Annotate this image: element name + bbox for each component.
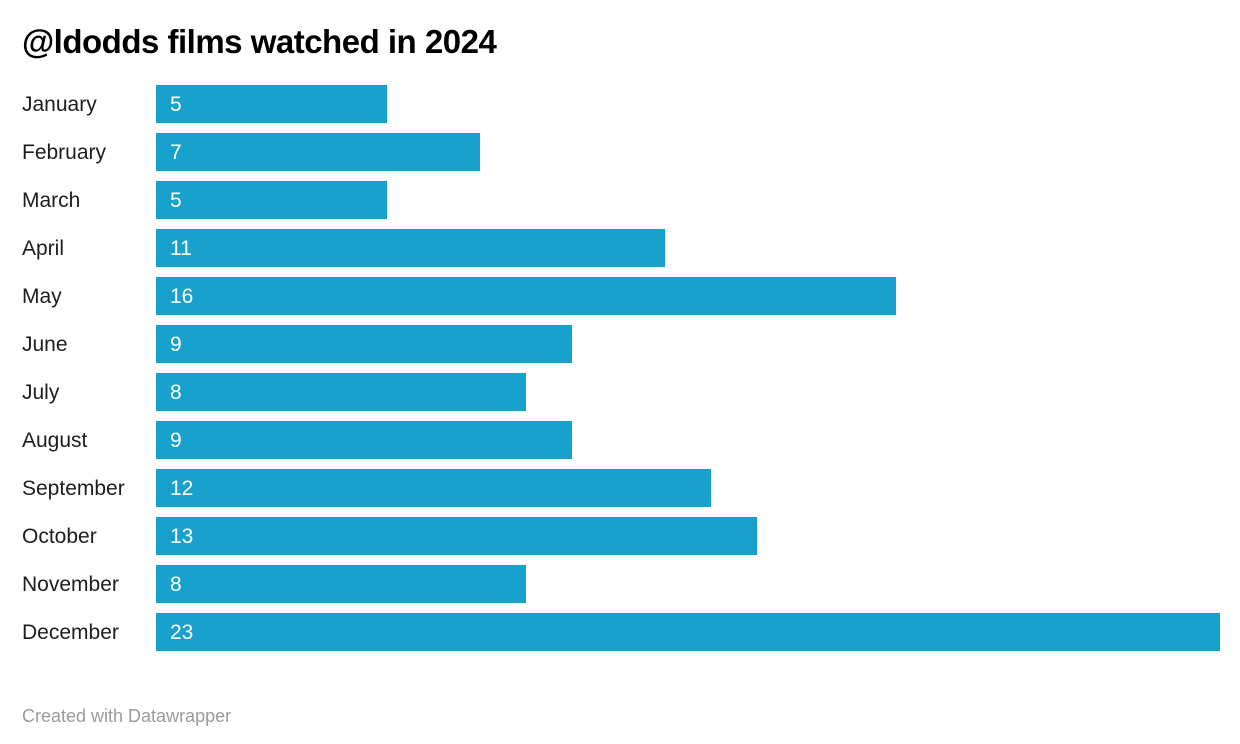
bar-row: September 12: [22, 469, 1220, 508]
category-label: April: [22, 236, 65, 260]
category-label: December: [22, 620, 119, 644]
value-label: 9: [170, 332, 182, 356]
bar: 8: [156, 373, 527, 412]
value-label: 9: [170, 428, 182, 452]
category-label: October: [22, 524, 97, 548]
bar-track: 7: [156, 133, 1220, 172]
bar: 8: [156, 565, 527, 604]
bar-row: October 13: [22, 517, 1220, 556]
bar-track: 5: [156, 181, 1220, 220]
value-label: 23: [170, 620, 194, 644]
bar-row: November 8: [22, 565, 1220, 604]
category-label: August: [22, 428, 88, 452]
value-label: 5: [170, 92, 182, 116]
bar-track: 23: [156, 613, 1220, 652]
bar-row: June 9: [22, 325, 1220, 364]
bar: 16: [156, 277, 897, 316]
bar-row: March 5: [22, 181, 1220, 220]
value-label: 8: [170, 572, 182, 596]
category-label: September: [22, 476, 125, 500]
bar: 5: [156, 85, 388, 124]
bar-track: 12: [156, 469, 1220, 508]
bar-row: December 23: [22, 613, 1220, 652]
bar-track: 8: [156, 373, 1220, 412]
bar-row: May 16: [22, 277, 1220, 316]
bar-row: April 11: [22, 229, 1220, 268]
category-label: March: [22, 188, 81, 212]
bar-track: 5: [156, 85, 1220, 124]
bar: 7: [156, 133, 480, 172]
bar-chart-area: January 5 February 7 March 5 April 11 May 16 June 9…: [22, 85, 1220, 661]
value-label: 7: [170, 140, 182, 164]
category-label: May: [22, 284, 62, 308]
category-label: February: [22, 140, 107, 164]
bar: 5: [156, 181, 388, 220]
value-label: 16: [170, 284, 194, 308]
value-label: 8: [170, 380, 182, 404]
bar: 11: [156, 229, 665, 268]
bar: 12: [156, 469, 712, 508]
bar-track: 8: [156, 565, 1220, 604]
bar-row: July 8: [22, 373, 1220, 412]
value-label: 13: [170, 524, 194, 548]
bar-track: 16: [156, 277, 1220, 316]
bar: 13: [156, 517, 758, 556]
bar-track: 9: [156, 421, 1220, 460]
category-label: November: [22, 572, 119, 596]
value-label: 11: [170, 236, 192, 260]
attribution-text: Created with Datawrapper: [22, 706, 232, 727]
bar: 9: [156, 325, 573, 364]
bar-track: 9: [156, 325, 1220, 364]
category-label: July: [22, 380, 60, 404]
chart-title: @ldodds films watched in 2024: [22, 23, 497, 60]
bar-row: February 7: [22, 133, 1220, 172]
bar-track: 13: [156, 517, 1220, 556]
value-label: 12: [170, 476, 194, 500]
value-label: 5: [170, 188, 182, 212]
bar: 23: [156, 613, 1220, 652]
bar-track: 11: [156, 229, 1220, 268]
bar: 9: [156, 421, 573, 460]
bar-row: January 5: [22, 85, 1220, 124]
category-label: January: [22, 92, 97, 116]
category-label: June: [22, 332, 68, 356]
bar-row: August 9: [22, 421, 1220, 460]
